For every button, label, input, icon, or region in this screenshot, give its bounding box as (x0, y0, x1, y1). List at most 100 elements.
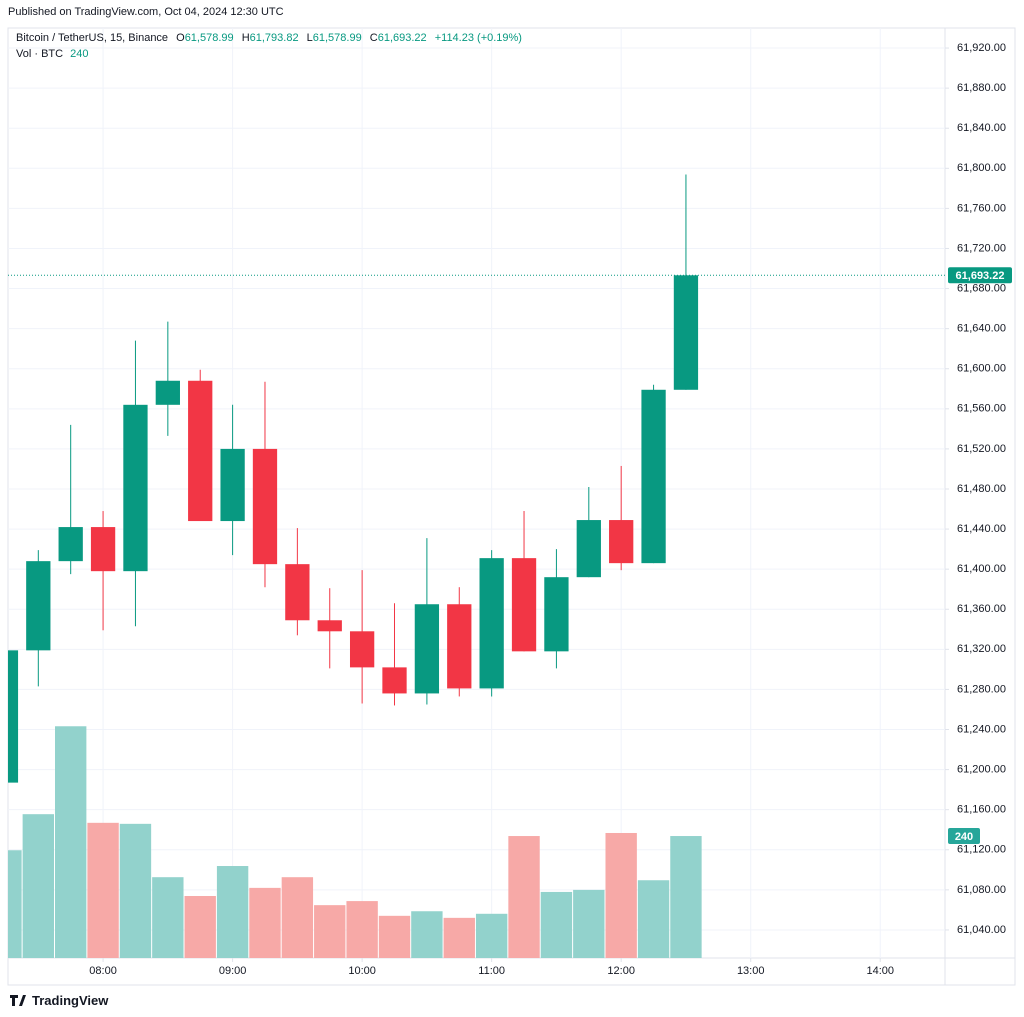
volume-bar (314, 905, 346, 958)
volume-value: 240 (70, 48, 89, 60)
candle-body (673, 275, 699, 390)
last-price-tag (948, 267, 1012, 284)
grid (8, 28, 945, 958)
volume-bar (152, 877, 184, 958)
volume-bar (8, 850, 22, 958)
candle-body (188, 380, 213, 522)
candle-body (58, 527, 83, 562)
volume-bar (605, 832, 637, 958)
candle-body (641, 389, 666, 564)
last-price-label: 61,693.22 (956, 270, 1005, 282)
candle-body (26, 561, 51, 651)
volume-bar (411, 911, 443, 958)
candle-body (123, 404, 148, 572)
candle-body (609, 520, 634, 564)
volume-legend: Vol · BTC 240 (16, 48, 89, 60)
x-tick-label: 08:00 (89, 965, 117, 977)
y-tick-label: 61,440.00 (957, 523, 1006, 535)
y-tick-label: 61,240.00 (957, 723, 1006, 735)
y-tick-label: 61,560.00 (957, 403, 1006, 415)
volume-bar (540, 891, 573, 958)
y-tick-label: 61,320.00 (957, 643, 1006, 655)
candle-body (349, 631, 375, 668)
y-tick-label: 61,120.00 (957, 844, 1006, 856)
volume-bar (55, 726, 87, 958)
candle-body (252, 448, 278, 565)
volume-bar (637, 880, 670, 958)
volume-bar (670, 836, 702, 958)
y-tick-label: 61,880.00 (957, 82, 1006, 94)
x-tick-label: 11:00 (478, 965, 505, 977)
volume-bar (119, 823, 152, 958)
volume-bar (573, 889, 605, 958)
y-tick-label: 61,160.00 (957, 804, 1006, 816)
y-tick-label: 61,200.00 (957, 764, 1006, 776)
candle-body (8, 650, 19, 783)
x-tick-label: 09:00 (219, 965, 247, 977)
candle-body (511, 558, 537, 652)
ohlc-value: 61,578.99 (312, 32, 362, 44)
ohlc-value: 61,693.22 (377, 32, 427, 44)
published-note: Published on TradingView.com, Oct 04, 20… (8, 6, 284, 18)
last-volume-tag (948, 828, 980, 845)
last-volume-label: 240 (955, 831, 973, 843)
candle-body (479, 558, 504, 689)
volume-bar (508, 836, 540, 958)
volume-bar (475, 913, 508, 958)
candle-body (155, 380, 180, 405)
x-tick-label: 13:00 (737, 965, 765, 977)
y-tick-label: 61,920.00 (957, 42, 1006, 54)
change: +114.23 (+0.19%) (434, 32, 522, 44)
candle-body (382, 667, 407, 694)
y-tick-label: 61,040.00 (957, 924, 1006, 936)
y-tick-label: 61,280.00 (957, 683, 1006, 695)
candle-body (414, 604, 440, 694)
y-tick-label: 61,760.00 (957, 202, 1006, 214)
candle-body (317, 620, 342, 632)
ohlc-value: 61,793.82 (249, 32, 299, 44)
volume-label: Vol · BTC (16, 48, 64, 60)
y-tick-label: 61,400.00 (957, 563, 1006, 575)
volume-bar (281, 877, 314, 958)
y-tick-label: 61,640.00 (957, 323, 1006, 335)
axes: 61,040.00 61,080.00 61,120.00 61,160.00 61,2… (89, 42, 1012, 977)
ohlc-label: H (241, 32, 250, 44)
candle-body (447, 604, 472, 689)
y-tick-label: 61,600.00 (957, 363, 1006, 375)
x-tick-label: 12:00 (607, 965, 635, 977)
ohlc-label: O (176, 32, 185, 44)
y-tick-label: 61,360.00 (957, 603, 1006, 615)
ohlc-label: C (369, 32, 378, 44)
candle-body (285, 564, 310, 621)
volume-bar (22, 814, 55, 958)
y-tick-label: 61,680.00 (957, 282, 1006, 294)
volume-bar (346, 901, 378, 958)
symbol: Bitcoin / TetherUS, 15, Binance (16, 32, 169, 44)
y-tick-label: 61,800.00 (957, 162, 1006, 174)
volume-bar (378, 915, 411, 958)
y-tick-label: 61,520.00 (957, 443, 1006, 455)
candle-body (544, 577, 569, 652)
volume-bar (184, 896, 216, 958)
volume-bar (87, 822, 119, 958)
volume-bar (443, 917, 475, 958)
brand: TradingView (32, 993, 109, 1008)
x-tick-label: 10:00 (348, 965, 376, 977)
volume-bar (249, 887, 281, 958)
volume-bar (216, 866, 249, 958)
y-tick-label: 61,720.00 (957, 242, 1006, 254)
y-tick-label: 61,480.00 (957, 483, 1006, 495)
chart-frame (7, 27, 1016, 986)
x-tick-label: 14:00 (866, 965, 894, 977)
candle-body (576, 520, 601, 578)
legend: Bitcoin / TetherUS, 15, Binance O61,578.… (16, 32, 522, 44)
ohlc-value: 61,578.99 (184, 32, 234, 44)
candle-body (90, 527, 116, 572)
ohlc-label: L (306, 32, 313, 44)
plot (8, 174, 945, 958)
logo (10, 995, 26, 1006)
candle-body (220, 448, 245, 522)
y-tick-label: 61,080.00 (957, 884, 1006, 896)
